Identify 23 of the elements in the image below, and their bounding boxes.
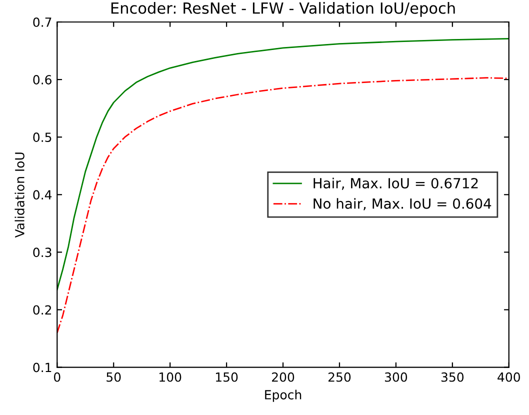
x-tick-label: 150 (216, 372, 238, 382)
x-tick-label: 0 (54, 372, 60, 382)
line-series (57, 38, 509, 290)
y-tick-label: 0.1 (33, 362, 52, 372)
line-series (57, 77, 509, 334)
y-tick-label: 0.3 (33, 248, 52, 258)
x-tick-label: 350 (441, 372, 464, 382)
y-tick-label: 0.4 (33, 190, 52, 200)
legend-label: No hair, Max. IoU = 0.604 (314, 198, 492, 210)
x-tick-label: 400 (498, 372, 520, 382)
x-tick-label: 200 (272, 372, 294, 382)
y-axis-title: Validation IoU (14, 152, 24, 238)
x-tick-label: 300 (384, 372, 408, 382)
legend-label: Hair, Max. IoU = 0.6712 (314, 178, 478, 190)
y-tick-label: 0.5 (33, 132, 52, 142)
y-tick-label: 0.2 (33, 305, 52, 315)
chart-title: Encoder: ResNet - LFW - Validation IoU/epoch (111, 2, 455, 17)
x-tick-label: 250 (328, 372, 351, 382)
x-axis-title: Epoch (265, 390, 302, 402)
x-tick-label: 100 (160, 372, 182, 382)
x-tick-label: 50 (106, 372, 121, 382)
y-tick-label: 0.6 (33, 75, 52, 84)
y-tick-label: 0.7 (33, 17, 52, 27)
